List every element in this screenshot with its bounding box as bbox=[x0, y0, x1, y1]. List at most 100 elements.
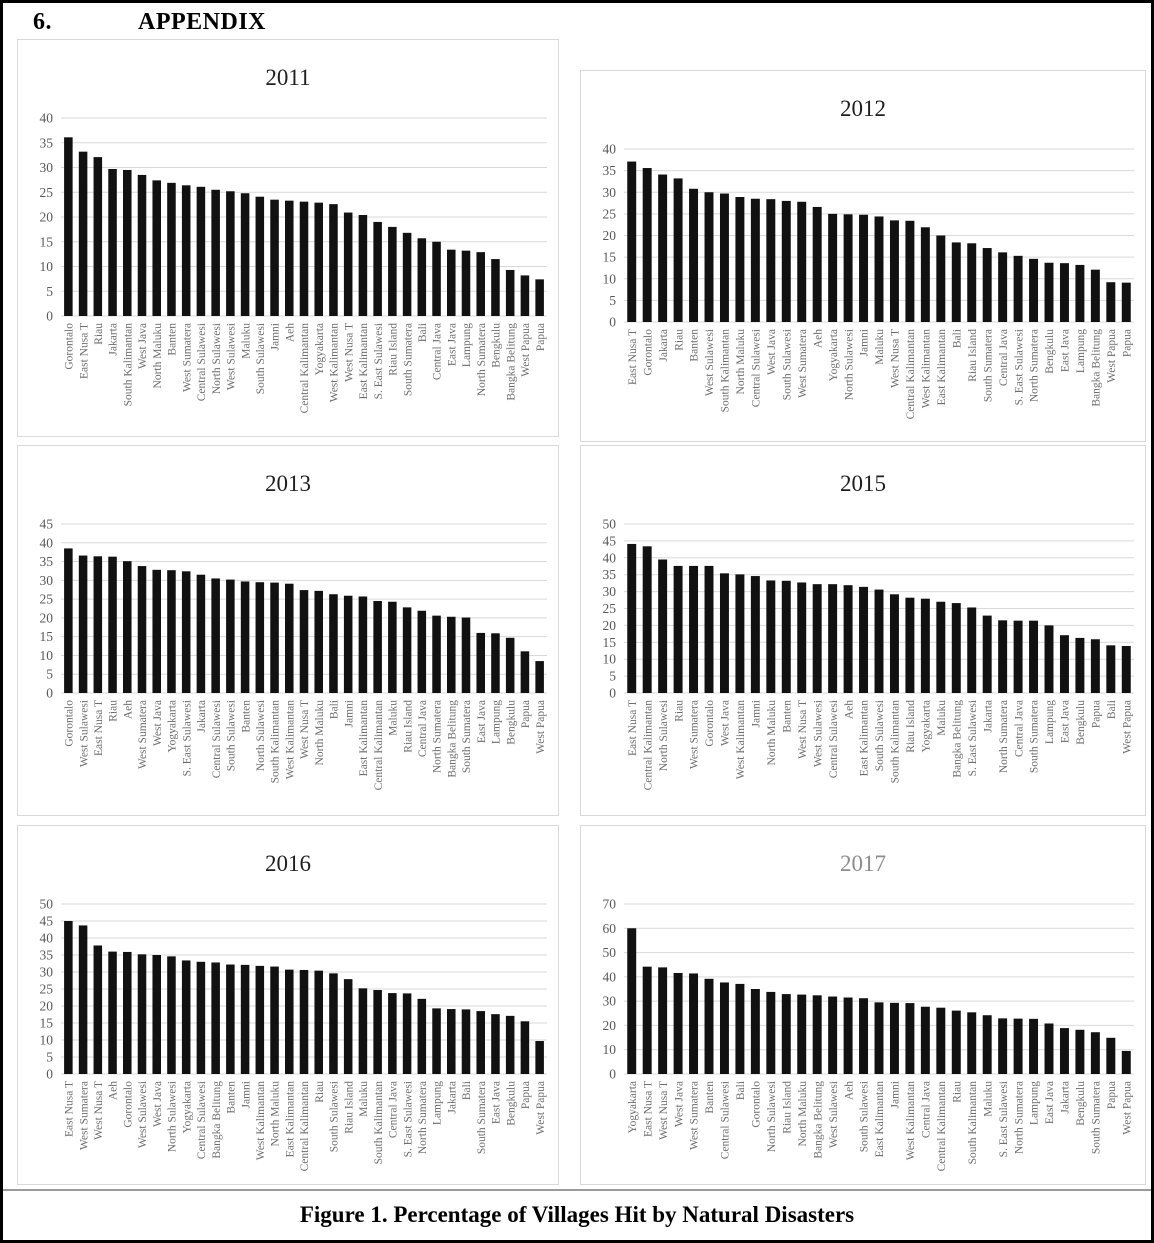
x-axis-category-label: Bali bbox=[417, 323, 429, 342]
bar bbox=[299, 590, 309, 693]
bar bbox=[461, 617, 471, 693]
x-axis-category-label: Gorontalo bbox=[642, 329, 654, 376]
x-axis-category-label: Riau Island bbox=[402, 700, 414, 753]
bar bbox=[476, 632, 485, 693]
x-axis-category-label: Jamni bbox=[751, 700, 763, 727]
x-axis-category-label: South Kalimantan bbox=[967, 1081, 979, 1165]
x-axis-category-label: West Sumatera bbox=[78, 1081, 90, 1150]
x-axis-category-label: West Sumatera bbox=[137, 700, 149, 769]
appendix-heading: 6. APPENDIX bbox=[33, 9, 266, 36]
x-axis-category-label: Aeh bbox=[843, 1081, 855, 1100]
y-axis-tick-label: 10 bbox=[603, 1042, 617, 1057]
x-axis-category-label: Central Kalimantan bbox=[936, 1081, 948, 1172]
y-axis-tick-label: 20 bbox=[40, 999, 54, 1014]
bar bbox=[417, 238, 427, 316]
bar bbox=[936, 601, 946, 693]
bar bbox=[1075, 264, 1085, 322]
bar bbox=[432, 615, 441, 693]
x-axis-category-label: South Sumatera bbox=[461, 700, 473, 773]
y-axis-tick-label: 70 bbox=[603, 897, 617, 912]
bar bbox=[658, 559, 668, 693]
x-axis-category-label: S. East Sulawesi bbox=[181, 700, 193, 776]
x-axis-category-label: West Sulawesi bbox=[137, 1081, 149, 1148]
x-axis-category-label: Riau bbox=[93, 323, 105, 345]
bar bbox=[828, 996, 838, 1074]
x-axis-category-label: Central Java bbox=[998, 329, 1010, 386]
x-axis-category-label: Central Sulawesi bbox=[751, 329, 763, 407]
bar bbox=[781, 580, 791, 693]
bar bbox=[108, 556, 117, 693]
x-axis-category-label: Maluku bbox=[240, 323, 252, 359]
x-axis-category-label: Bengkulu bbox=[505, 700, 517, 745]
bar bbox=[673, 972, 683, 1074]
bar bbox=[797, 201, 807, 322]
bar bbox=[998, 1018, 1008, 1074]
x-axis-category-label: Jakarta bbox=[196, 700, 208, 733]
y-axis-tick-label: 45 bbox=[40, 517, 54, 532]
x-axis-category-label: Gorontalo bbox=[751, 1081, 763, 1128]
x-axis-category-label: Bangka Belitung bbox=[446, 700, 458, 778]
bar bbox=[388, 601, 397, 693]
bar bbox=[226, 191, 235, 316]
bar bbox=[1106, 282, 1116, 322]
bar bbox=[329, 204, 338, 316]
bar bbox=[828, 584, 838, 693]
bar bbox=[1106, 645, 1116, 693]
x-axis-category-label: Riau bbox=[673, 329, 685, 351]
bar bbox=[704, 192, 714, 322]
bar bbox=[874, 1002, 884, 1074]
bar bbox=[1090, 269, 1100, 322]
bar bbox=[358, 988, 368, 1074]
x-axis-category-label: South Sumatera bbox=[1029, 700, 1041, 773]
bar bbox=[843, 997, 853, 1074]
bar bbox=[1029, 1018, 1039, 1074]
bar bbox=[78, 151, 88, 316]
x-axis-category-label: West Nusa T bbox=[890, 329, 902, 388]
bar bbox=[505, 637, 515, 693]
x-axis-category-label: East Nusa T bbox=[627, 700, 639, 756]
y-axis-tick-label: 5 bbox=[46, 1050, 53, 1065]
bar bbox=[402, 993, 412, 1074]
bar bbox=[196, 574, 206, 693]
bar bbox=[152, 955, 161, 1074]
chart-title: 2012 bbox=[840, 96, 886, 121]
bar bbox=[432, 1008, 441, 1074]
x-axis-category-label: Bengkulu bbox=[1075, 1081, 1087, 1126]
x-axis-category-label: Central Java bbox=[388, 1081, 400, 1138]
x-axis-category-label: West Sumatera bbox=[181, 323, 193, 392]
bar bbox=[1029, 620, 1039, 693]
bar bbox=[704, 978, 714, 1074]
bar bbox=[812, 995, 822, 1074]
bar bbox=[226, 579, 235, 693]
x-axis-category-label: South Kalimantan bbox=[270, 700, 282, 784]
bar bbox=[1106, 1037, 1116, 1074]
x-axis-category-label: West Papua bbox=[1106, 329, 1118, 383]
bar bbox=[137, 566, 147, 693]
x-axis-category-label: Central Kalimantan bbox=[373, 700, 385, 791]
x-axis-category-label: South Sumatera bbox=[476, 1081, 488, 1154]
x-axis-category-label: East Nusa T bbox=[627, 329, 639, 385]
x-axis-category-label: North Sulawesi bbox=[211, 323, 223, 394]
x-axis-category-label: South Sulawesi bbox=[874, 700, 886, 771]
bar bbox=[123, 951, 132, 1074]
x-axis-category-label: West Sumatera bbox=[689, 1081, 701, 1150]
bar bbox=[402, 607, 412, 693]
x-axis-category-label: Maluku bbox=[936, 700, 948, 736]
bar bbox=[181, 185, 191, 316]
bar bbox=[951, 603, 961, 693]
bar bbox=[329, 973, 338, 1074]
bar bbox=[689, 565, 699, 693]
x-axis-category-label: North Maluku bbox=[270, 1081, 282, 1147]
y-axis-tick-label: 10 bbox=[40, 259, 54, 274]
x-axis-category-label: West Java bbox=[152, 700, 164, 746]
bar bbox=[461, 250, 471, 316]
bar bbox=[196, 961, 206, 1074]
bar bbox=[299, 969, 309, 1074]
x-axis-category-label: West Papua bbox=[535, 1081, 547, 1135]
y-axis-tick-label: 30 bbox=[603, 185, 617, 200]
x-axis-category-label: Banten bbox=[689, 329, 701, 362]
bar bbox=[299, 201, 309, 316]
bar bbox=[343, 212, 353, 316]
bar bbox=[461, 1009, 471, 1074]
